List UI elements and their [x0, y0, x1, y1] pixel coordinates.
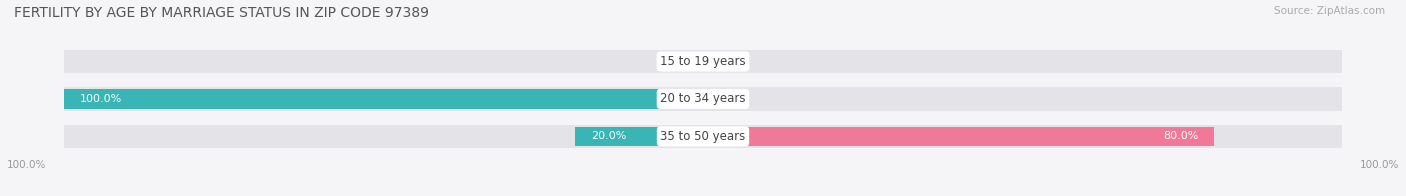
- Text: 20 to 34 years: 20 to 34 years: [661, 93, 745, 105]
- Text: 80.0%: 80.0%: [1163, 131, 1198, 141]
- Text: 0.0%: 0.0%: [659, 56, 688, 66]
- Bar: [63, 50, 1343, 73]
- Text: 0.0%: 0.0%: [718, 56, 747, 66]
- Text: 35 to 50 years: 35 to 50 years: [661, 130, 745, 143]
- Bar: [703, 127, 1215, 146]
- Text: 100.0%: 100.0%: [80, 94, 122, 104]
- Text: 100.0%: 100.0%: [1360, 160, 1399, 170]
- Text: 20.0%: 20.0%: [591, 131, 627, 141]
- Text: Source: ZipAtlas.com: Source: ZipAtlas.com: [1274, 6, 1385, 16]
- Bar: [63, 89, 703, 109]
- Bar: [63, 125, 1343, 148]
- Bar: [63, 87, 1343, 111]
- Text: 15 to 19 years: 15 to 19 years: [661, 55, 745, 68]
- Text: 0.0%: 0.0%: [718, 94, 747, 104]
- Bar: [575, 127, 703, 146]
- Text: FERTILITY BY AGE BY MARRIAGE STATUS IN ZIP CODE 97389: FERTILITY BY AGE BY MARRIAGE STATUS IN Z…: [14, 6, 429, 20]
- Text: 100.0%: 100.0%: [7, 160, 46, 170]
